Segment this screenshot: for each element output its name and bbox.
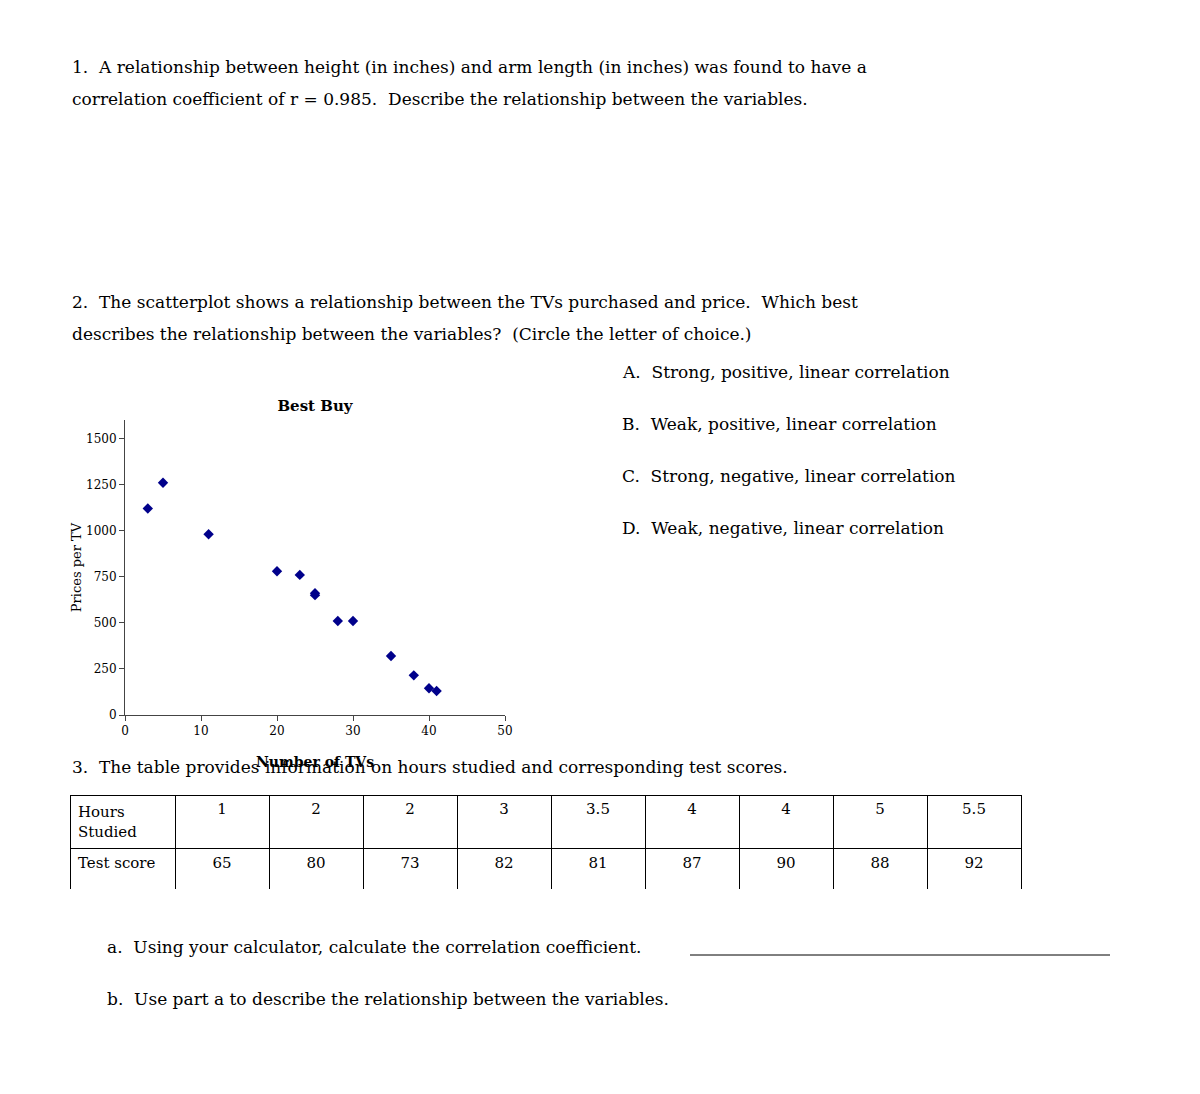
svg-text:HoursStudied: HoursStudied	[78, 803, 137, 841]
svg-text:50: 50	[497, 724, 512, 738]
svg-text:92: 92	[964, 854, 983, 872]
svg-text:1000: 1000	[86, 524, 117, 538]
svg-text:1. A relationship between hei: 1. A relationship between height (in inc…	[72, 57, 867, 77]
svg-text:2: 2	[311, 800, 321, 818]
svg-text:20: 20	[269, 724, 284, 738]
svg-text:250: 250	[94, 662, 117, 676]
svg-text:30: 30	[345, 724, 360, 738]
svg-text:82: 82	[494, 854, 513, 872]
svg-text:Test score: Test score	[78, 854, 156, 872]
svg-text:80: 80	[306, 854, 325, 872]
svg-text:1: 1	[217, 800, 227, 818]
svg-text:2: 2	[405, 800, 415, 818]
svg-text:0: 0	[109, 708, 117, 722]
svg-text:1500: 1500	[86, 432, 117, 446]
svg-text:correlation coefficient of r =: correlation coefficient of r = 0.985. De…	[72, 89, 808, 109]
svg-text:1250: 1250	[86, 478, 117, 492]
svg-text:3: 3	[499, 800, 509, 818]
svg-text:B. Weak, positive, linear cor: B. Weak, positive, linear correlation	[622, 414, 937, 434]
svg-text:Prices per TV: Prices per TV	[69, 522, 84, 612]
svg-text:C. Strong, negative, linear c: C. Strong, negative, linear correlation	[622, 466, 956, 486]
svg-text:3.5: 3.5	[586, 800, 610, 818]
svg-text:0: 0	[121, 724, 129, 738]
svg-text:88: 88	[870, 854, 889, 872]
svg-text:describes the relationship bet: describes the relationship between the v…	[72, 324, 752, 344]
svg-text:81: 81	[588, 854, 607, 872]
svg-text:90: 90	[776, 854, 795, 872]
svg-text:4: 4	[687, 800, 697, 818]
svg-text:10: 10	[193, 724, 208, 738]
svg-text:750: 750	[94, 570, 117, 584]
svg-text:65: 65	[212, 854, 231, 872]
svg-text:4: 4	[781, 800, 791, 818]
svg-text:40: 40	[421, 724, 436, 738]
svg-text:D. Weak, negative, linear cor: D. Weak, negative, linear correlation	[622, 518, 944, 538]
svg-text:b. Use part a to describe the: b. Use part a to describe the relationsh…	[107, 989, 669, 1009]
svg-text:500: 500	[94, 616, 117, 630]
svg-text:3. The table provides informa: 3. The table provides information on hou…	[72, 757, 788, 777]
svg-text:Best Buy: Best Buy	[277, 397, 353, 415]
svg-text:73: 73	[400, 854, 419, 872]
svg-text:A. Strong, positive, linear c: A. Strong, positive, linear correlation	[622, 362, 950, 382]
svg-text:2. The scatterplot shows a re: 2. The scatterplot shows a relationship …	[72, 292, 858, 312]
svg-text:87: 87	[682, 854, 701, 872]
svg-text:Number of TVs: Number of TVs	[256, 754, 374, 770]
svg-text:a. Using your calculator, cal: a. Using your calculator, calculate the …	[107, 937, 641, 957]
svg-text:5: 5	[875, 800, 885, 818]
svg-text:5.5: 5.5	[962, 800, 986, 818]
